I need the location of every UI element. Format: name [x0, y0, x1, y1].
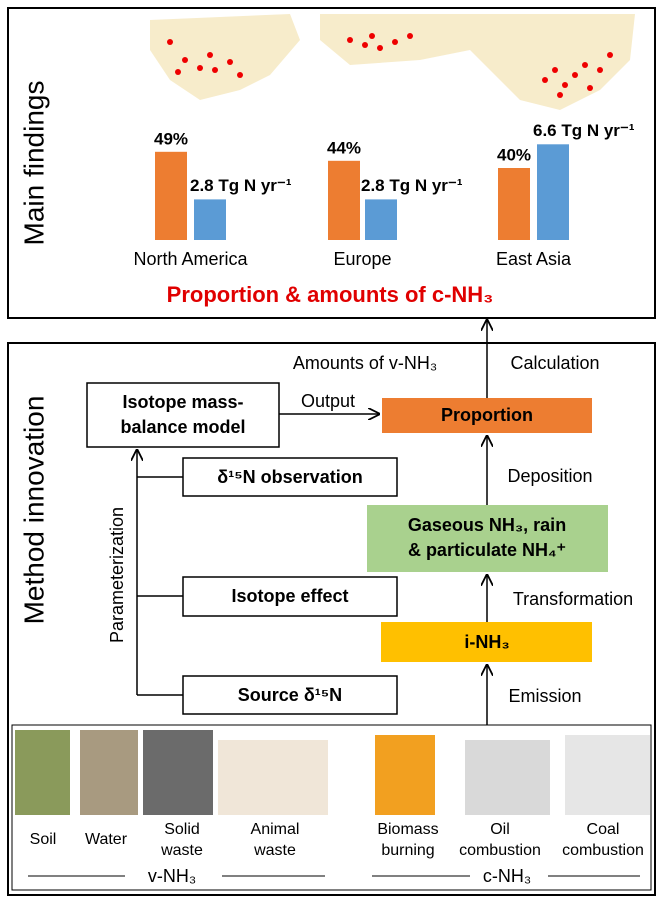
box-text: Proportion [441, 405, 533, 425]
region-label: Europe [333, 249, 391, 269]
source-label: Soil [30, 831, 57, 848]
source-label: Oil [490, 821, 510, 838]
value-label: 2.8 Tg N yr⁻¹ [361, 176, 463, 195]
value-label: 44% [327, 138, 361, 157]
box-text: balance model [120, 417, 245, 437]
sources-panel [11, 724, 652, 891]
box [381, 622, 592, 662]
panel-label: Method innovation [18, 396, 49, 625]
arrow-label: Deposition [507, 466, 592, 486]
value-label: 2.8 Tg N yr⁻¹ [190, 176, 292, 195]
region-label: North America [133, 249, 248, 269]
source-label: burning [381, 842, 434, 859]
proportion-bar [155, 151, 187, 240]
region-label: East Asia [496, 249, 572, 269]
proportion-bar [328, 160, 360, 240]
box [182, 675, 398, 715]
source-icons [15, 730, 650, 815]
box-text: & particulate NH₄⁺ [408, 540, 566, 560]
box-text: Source δ¹⁵N [238, 685, 342, 705]
group-label: c-NH₃ [483, 866, 531, 886]
source-label: combustion [562, 842, 644, 859]
box [182, 457, 398, 497]
box-text: i-NH₃ [464, 632, 509, 652]
arrow-label: Amounts of v-NH₃ [293, 353, 437, 373]
value-label: 40% [497, 145, 531, 164]
arrows [137, 320, 487, 725]
method-panel [7, 342, 656, 896]
group-label: v-NH₃ [148, 866, 196, 886]
source-label: combustion [459, 842, 541, 859]
value-label: 6.6 Tg N yr⁻¹ [533, 121, 635, 140]
source-label: waste [160, 842, 203, 859]
arrow-label: Emission [508, 686, 581, 706]
arrow-label: Output [301, 391, 355, 411]
box [182, 576, 398, 617]
arrow-label: Transformation [513, 589, 633, 609]
source-label: Solid [164, 821, 200, 838]
box [382, 398, 592, 433]
box [86, 382, 280, 448]
value-label: 49% [154, 129, 188, 148]
arrow-label: Calculation [510, 353, 599, 373]
panel-label: Main findings [18, 81, 49, 246]
map [150, 14, 635, 110]
source-label: waste [253, 842, 296, 859]
box [367, 505, 608, 572]
amount-bar [194, 199, 226, 240]
source-label: Coal [587, 821, 620, 838]
box-text: Gaseous NH₃, rain [408, 515, 566, 535]
source-label: Biomass [377, 821, 438, 838]
amount-bar [537, 144, 569, 240]
box-text: Isotope mass- [122, 392, 243, 412]
findings-panel [7, 7, 656, 319]
caption: Proportion & amounts of c-NH₃ [167, 282, 494, 307]
box-text: Isotope effect [231, 586, 348, 606]
source-label: Water [85, 831, 128, 848]
box-text: δ¹⁵N observation [217, 467, 362, 487]
amount-bar [365, 199, 397, 240]
proportion-bar [498, 168, 530, 240]
side-label: Parameterization [107, 507, 127, 643]
source-label: Animal [251, 821, 300, 838]
